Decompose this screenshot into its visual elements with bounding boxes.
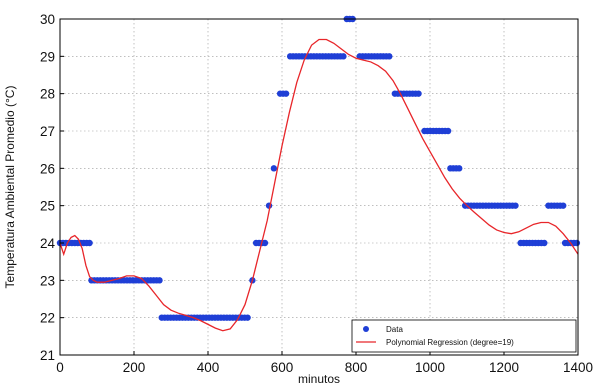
- ticks: 0 200 400 600 800 1000 1200 1400 21 22 23 24 25 26 27 2…: [40, 12, 593, 375]
- legend-marker-data: [363, 326, 369, 332]
- data-point: [282, 90, 290, 97]
- legend: Data Polynomial Regression (degree=19): [351, 319, 577, 353]
- data-point: [156, 277, 163, 284]
- data-point: [560, 202, 567, 209]
- x-tick-label: 0: [56, 360, 64, 375]
- grid: [59, 18, 579, 356]
- y-tick-label: 30: [40, 12, 55, 27]
- x-tick-label: 1400: [563, 360, 593, 375]
- data-point: [261, 239, 269, 247]
- data-point: [444, 127, 452, 135]
- y-tick-label: 24: [40, 236, 56, 251]
- y-tick-label: 26: [40, 161, 55, 176]
- x-tick-label: 1000: [415, 360, 445, 375]
- series-layer: [56, 15, 581, 332]
- data-point: [270, 165, 278, 172]
- x-tick-label: 1200: [489, 360, 519, 375]
- x-axis-label: minutos: [298, 372, 340, 384]
- plot-frame: [59, 18, 579, 356]
- y-tick-label: 28: [40, 87, 55, 102]
- data-point: [265, 202, 273, 209]
- y-tick-label: 23: [40, 273, 55, 288]
- data-point: [456, 165, 463, 172]
- data-point: [512, 202, 519, 209]
- data-point: [386, 53, 393, 60]
- legend-label-data: Data: [386, 325, 403, 334]
- data-point: [541, 239, 548, 247]
- y-tick-label: 25: [40, 199, 55, 214]
- y-tick-label: 22: [40, 311, 55, 326]
- x-tick-label: 600: [271, 360, 294, 375]
- legend-label-fit: Polynomial Regression (degree=19): [386, 338, 514, 347]
- data-point: [340, 53, 347, 60]
- legend-box: [351, 319, 577, 353]
- y-tick-label: 21: [40, 348, 55, 363]
- x-tick-label: 400: [197, 360, 220, 375]
- x-tick-label: 200: [123, 360, 146, 375]
- data-point: [86, 239, 93, 247]
- x-tick-label: 800: [345, 360, 368, 375]
- y-tick-label: 29: [40, 49, 55, 64]
- regression-line: [59, 38, 579, 332]
- data-point: [244, 314, 251, 321]
- data-point: [415, 90, 422, 97]
- data-point: [573, 239, 581, 247]
- y-axis-label: Temperatura Ambiental Promedio (°C): [3, 86, 17, 289]
- y-tick-label: 27: [40, 124, 55, 139]
